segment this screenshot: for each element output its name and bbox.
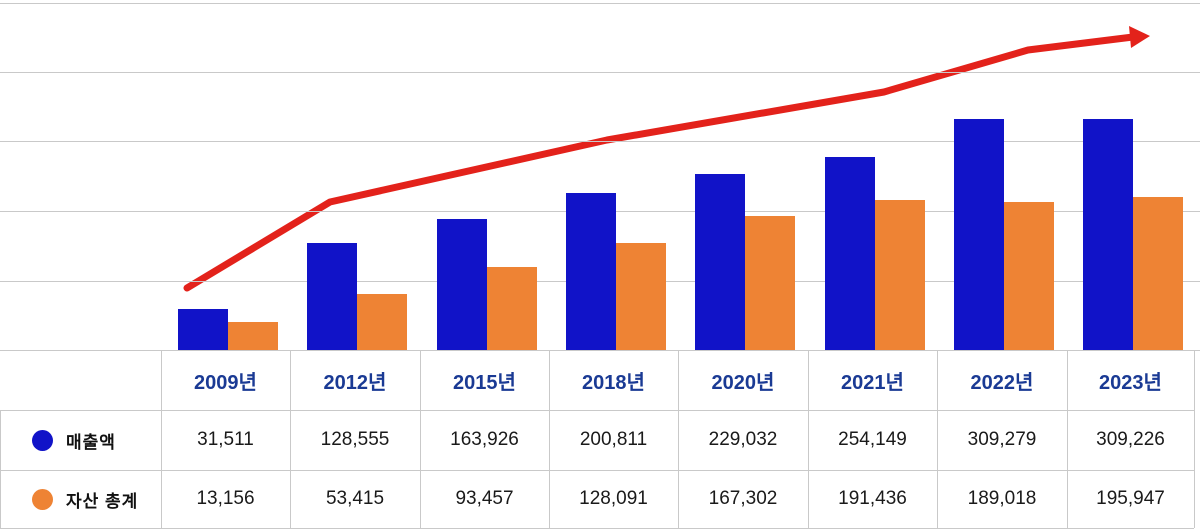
value-cell: 200,811 (579, 429, 648, 450)
chart-gridline (0, 141, 1200, 142)
assets-legend-dot (32, 488, 53, 510)
legend-cell: 자산 총계 (0, 470, 161, 528)
revenue-bar (695, 174, 745, 350)
series-label: 매출액 (66, 432, 116, 452)
assets-bar (1132, 197, 1183, 350)
revenue-bar (565, 193, 616, 350)
year-header-cell: 2012년 (323, 371, 387, 394)
series-label: 자산 총계 (66, 491, 139, 511)
year-header-cell: 2018년 (582, 371, 645, 394)
value-cell: 309,279 (967, 429, 1037, 450)
value-cell: 167,302 (708, 488, 778, 509)
year-header-cell: 2022년 (970, 371, 1034, 394)
chart-axis-line (0, 350, 1200, 351)
table-column-border (161, 350, 162, 528)
value-cell: 128,091 (579, 488, 648, 509)
revenue-bar (436, 219, 487, 350)
assets-bar (357, 294, 407, 350)
year-header-cell: 2009년 (194, 371, 257, 394)
assets-bar (486, 267, 537, 350)
value-cell: 195,947 (1096, 488, 1165, 509)
revenue-legend-dot (32, 429, 53, 451)
revenue-bar (177, 309, 228, 350)
value-cell: 189,018 (967, 488, 1037, 509)
table-column-border (1067, 350, 1068, 528)
year-header-cell: 2020년 (711, 371, 775, 394)
revenue-bar (307, 243, 357, 350)
value-cell: 13,156 (196, 488, 255, 509)
assets-bar (745, 216, 795, 350)
year-header-cell: 2021년 (841, 371, 904, 394)
value-cell: 309,226 (1096, 429, 1165, 450)
assets-bar (227, 322, 278, 350)
table-row-border (0, 410, 1194, 411)
value-cell: 229,032 (708, 429, 778, 450)
table-column-border (1194, 350, 1195, 528)
year-header-cell: 2015년 (453, 371, 516, 394)
table-row-border (0, 528, 1194, 529)
trend-arrowhead-icon (1129, 26, 1150, 48)
assets-bar (874, 200, 925, 350)
year-header-cell: 2023년 (1099, 371, 1162, 394)
legend-cell: 매출액 (0, 410, 161, 470)
revenue-bar (1082, 119, 1133, 350)
value-cell: 93,457 (455, 488, 514, 509)
chart-gridline (0, 72, 1200, 73)
chart-gridline (0, 3, 1200, 4)
value-cell: 163,926 (450, 429, 519, 450)
table-column-border (808, 350, 809, 528)
assets-bar (1004, 202, 1054, 350)
value-cell: 53,415 (325, 488, 385, 509)
value-cell: 254,149 (838, 429, 907, 450)
table-column-border (290, 350, 291, 528)
assets-bar (615, 243, 666, 350)
revenue-bar (824, 157, 875, 350)
table-left-border (0, 410, 1, 528)
revenue-bar (954, 119, 1004, 350)
value-cell: 128,555 (320, 429, 390, 450)
table-column-border (420, 350, 421, 528)
value-cell: 31,511 (197, 429, 254, 450)
table-column-border (549, 350, 550, 528)
table-row-border (0, 470, 1194, 471)
value-cell: 191,436 (838, 488, 907, 509)
table-column-border (678, 350, 679, 528)
table-column-border (937, 350, 938, 528)
